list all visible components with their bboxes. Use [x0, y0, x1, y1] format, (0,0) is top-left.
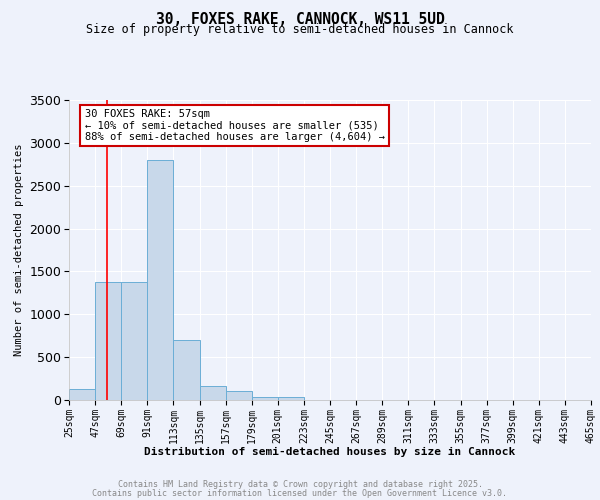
- X-axis label: Distribution of semi-detached houses by size in Cannock: Distribution of semi-detached houses by …: [145, 447, 515, 457]
- Bar: [148, 160, 173, 400]
- Bar: [226, 392, 252, 400]
- Text: 30, FOXES RAKE, CANNOCK, WS11 5UD: 30, FOXES RAKE, CANNOCK, WS11 5UD: [155, 12, 445, 28]
- Bar: [173, 340, 199, 400]
- Bar: [69, 389, 95, 400]
- Text: Contains public sector information licensed under the Open Government Licence v3: Contains public sector information licen…: [92, 488, 508, 498]
- Text: 30 FOXES RAKE: 57sqm
← 10% of semi-detached houses are smaller (535)
88% of semi: 30 FOXES RAKE: 57sqm ← 10% of semi-detac…: [85, 109, 385, 142]
- Bar: [252, 396, 278, 400]
- Bar: [121, 282, 148, 400]
- Text: Size of property relative to semi-detached houses in Cannock: Size of property relative to semi-detach…: [86, 22, 514, 36]
- Text: Contains HM Land Registry data © Crown copyright and database right 2025.: Contains HM Land Registry data © Crown c…: [118, 480, 482, 489]
- Y-axis label: Number of semi-detached properties: Number of semi-detached properties: [14, 144, 24, 356]
- Bar: [95, 282, 121, 400]
- Bar: [199, 386, 226, 400]
- Bar: [278, 398, 304, 400]
